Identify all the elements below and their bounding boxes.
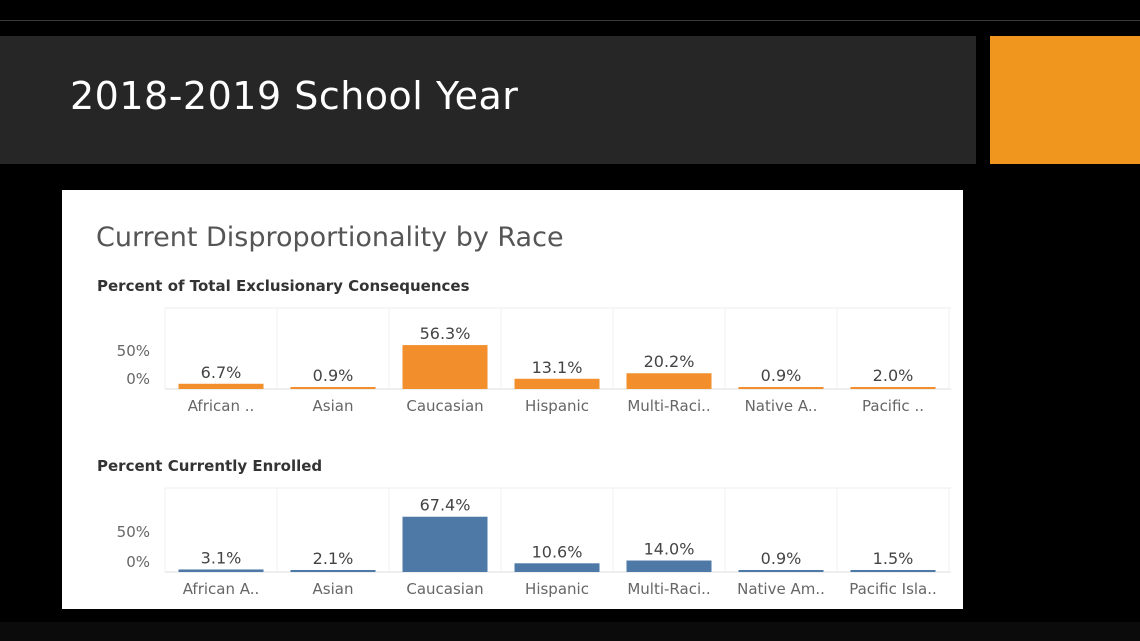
bar [626, 560, 712, 572]
category-label: Hispanic [525, 397, 589, 415]
top-divider [0, 20, 1140, 21]
data-label: 2.0% [873, 366, 914, 385]
bar [738, 570, 824, 572]
category-label: Caucasian [406, 580, 483, 598]
category-label: Caucasian [406, 397, 483, 415]
category-label: Multi-Raci.. [627, 397, 710, 415]
data-label: 0.9% [761, 549, 802, 568]
data-label: 6.7% [201, 363, 242, 382]
bar [178, 383, 264, 389]
bar [290, 387, 376, 389]
data-label: 0.9% [313, 366, 354, 385]
category-label: Asian [313, 580, 354, 598]
data-label: 3.1% [201, 548, 242, 567]
category-label: Pacific .. [862, 397, 924, 415]
category-label: Asian [313, 397, 354, 415]
bar [514, 563, 600, 572]
consequences-bar-chart: 50% 0% 6.7% African .. 0.9% Asian 56.3% Caucasi… [117, 307, 951, 415]
category-label: Hispanic [525, 580, 589, 598]
bar [850, 387, 936, 389]
data-label: 14.0% [644, 540, 695, 559]
y-tick-label: 50% [117, 342, 150, 360]
bar [514, 378, 600, 389]
data-label: 2.1% [313, 549, 354, 568]
bottom-bar [0, 622, 1140, 641]
chart-card [62, 190, 963, 609]
bar [738, 387, 824, 389]
enrolled-bar-chart: 50% 0% 3.1% African A.. 2.1% Asian 67.4% Caucas… [117, 487, 951, 598]
slide-title: 2018-2019 School Year [70, 74, 519, 118]
data-label: 10.6% [532, 542, 583, 561]
data-label: 1.5% [873, 549, 914, 568]
data-label: 67.4% [420, 496, 471, 515]
category-label: Multi-Raci.. [627, 580, 710, 598]
y-tick-label: 0% [126, 553, 150, 571]
bar [850, 570, 936, 572]
bar [178, 569, 264, 572]
bar [402, 345, 488, 389]
panel-title-consequences: Percent of Total Exclusionary Consequenc… [97, 277, 470, 295]
title-bar [0, 36, 976, 164]
data-label: 20.2% [644, 352, 695, 371]
bar [402, 516, 488, 572]
chart-title: Current Disproportionality by Race [96, 222, 564, 253]
accent-block [990, 36, 1140, 164]
category-label: African A.. [183, 580, 260, 598]
category-label: African .. [188, 397, 255, 415]
category-label: Native Am.. [737, 580, 825, 598]
bar [626, 373, 712, 389]
data-label: 56.3% [420, 324, 471, 343]
y-tick-label: 0% [126, 370, 150, 388]
category-label: Pacific Isla.. [849, 580, 937, 598]
bar [290, 570, 376, 572]
panel-title-enrolled: Percent Currently Enrolled [97, 457, 323, 475]
category-label: Native A.. [745, 397, 818, 415]
y-tick-label: 50% [117, 523, 150, 541]
data-label: 0.9% [761, 366, 802, 385]
data-label: 13.1% [532, 358, 583, 377]
